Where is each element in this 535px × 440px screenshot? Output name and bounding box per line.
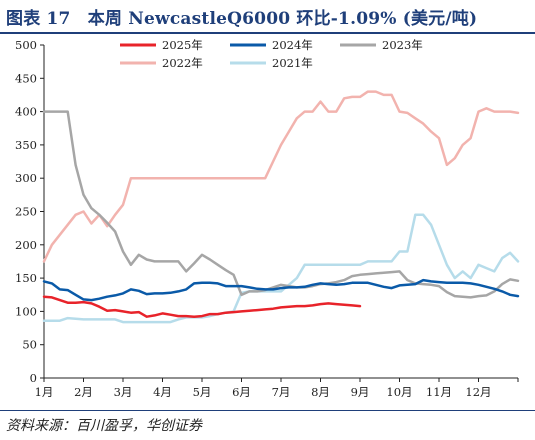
legend: 2025年 2024年 2023年 2022年 2021年 bbox=[120, 38, 423, 70]
series-line-2025年 bbox=[42, 295, 362, 318]
y-tick-label: 0 bbox=[30, 371, 37, 385]
legend-label: 2022年 bbox=[162, 56, 203, 70]
y-tick-label: 50 bbox=[22, 338, 37, 352]
legend-label: 2021年 bbox=[272, 56, 313, 70]
y-axis: 0 50 100 150 200 250 300 350 400 450 500 bbox=[15, 38, 45, 385]
x-tick-label: 9月 bbox=[351, 385, 370, 399]
source-note: 资料来源：百川盈孚，华创证券 bbox=[6, 418, 202, 434]
y-tick-label: 250 bbox=[15, 205, 37, 219]
figure-title: 图表 17 本周 NewcastleQ6000 环比-1.09% (美元/吨) bbox=[6, 9, 478, 29]
source-divider bbox=[0, 410, 535, 411]
y-tick-label: 100 bbox=[15, 304, 37, 318]
legend-label: 2024年 bbox=[272, 38, 313, 52]
legend-label: 2023年 bbox=[382, 38, 423, 52]
x-tick-label: 5月 bbox=[193, 385, 212, 399]
x-tick-label: 4月 bbox=[153, 385, 172, 399]
series-line-2024年 bbox=[42, 278, 520, 302]
y-tick-label: 400 bbox=[15, 105, 37, 119]
x-tick-label: 2月 bbox=[74, 385, 93, 399]
x-tick-label: 12月 bbox=[465, 385, 491, 399]
title-divider bbox=[0, 32, 535, 34]
x-tick-label: 10月 bbox=[386, 385, 412, 399]
x-tick-label: 6月 bbox=[232, 385, 251, 399]
y-tick-label: 300 bbox=[15, 171, 37, 185]
legend-label: 2025年 bbox=[162, 38, 203, 52]
series-line-2022年 bbox=[42, 90, 520, 263]
series-line-2023年 bbox=[42, 110, 520, 299]
x-tick-label: 3月 bbox=[114, 385, 133, 399]
series-line-2021年 bbox=[42, 213, 520, 324]
line-chart: 0 50 100 150 200 250 300 350 400 450 500 1月 2月 3月 4月 5… bbox=[15, 38, 520, 399]
y-tick-label: 500 bbox=[15, 38, 37, 52]
x-tick-label: 8月 bbox=[311, 385, 330, 399]
y-tick-label: 150 bbox=[15, 271, 37, 285]
x-tick-label: 1月 bbox=[35, 385, 54, 399]
y-tick-label: 350 bbox=[15, 138, 37, 152]
x-axis: 1月 2月 3月 4月 5月 6月 7月 8月 9月 10月 11月 12月 bbox=[35, 377, 519, 399]
x-tick-label: 11月 bbox=[426, 385, 452, 399]
y-tick-label: 450 bbox=[15, 71, 37, 85]
y-tick-label: 200 bbox=[15, 238, 37, 252]
series-layer bbox=[42, 90, 520, 324]
x-tick-label: 7月 bbox=[272, 385, 291, 399]
